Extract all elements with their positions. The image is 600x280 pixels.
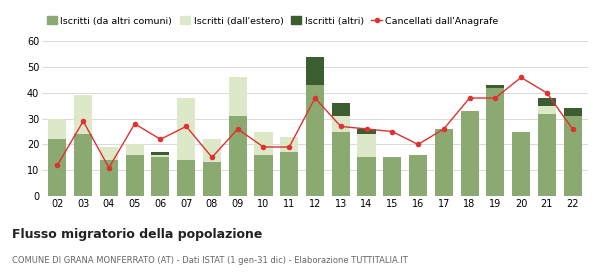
Bar <box>280 137 298 152</box>
Bar <box>358 129 376 134</box>
Bar <box>461 111 479 196</box>
Bar <box>229 116 247 196</box>
Bar <box>538 106 556 113</box>
Bar <box>306 57 324 85</box>
Bar <box>126 144 144 155</box>
Bar <box>151 152 169 155</box>
Bar <box>177 98 195 160</box>
Bar <box>358 134 376 157</box>
Bar <box>306 85 324 196</box>
Legend: Iscritti (da altri comuni), Iscritti (dall'estero), Iscritti (altri), Cancellati: Iscritti (da altri comuni), Iscritti (da… <box>47 17 498 26</box>
Bar <box>358 157 376 196</box>
Bar <box>409 155 427 196</box>
Bar <box>538 113 556 196</box>
Bar <box>383 157 401 196</box>
Bar <box>332 132 350 196</box>
Bar <box>538 98 556 106</box>
Bar <box>254 132 272 155</box>
Bar <box>74 134 92 196</box>
Bar <box>563 116 581 196</box>
Bar <box>512 132 530 196</box>
Bar <box>151 155 169 157</box>
Text: COMUNE DI GRANA MONFERRATO (AT) - Dati ISTAT (1 gen-31 dic) - Elaborazione TUTTI: COMUNE DI GRANA MONFERRATO (AT) - Dati I… <box>12 256 408 265</box>
Bar <box>151 157 169 196</box>
Text: Flusso migratorio della popolazione: Flusso migratorio della popolazione <box>12 228 262 241</box>
Bar <box>126 155 144 196</box>
Bar <box>332 103 350 116</box>
Bar <box>177 160 195 196</box>
Bar <box>280 152 298 196</box>
Bar <box>100 147 118 160</box>
Bar <box>332 116 350 132</box>
Bar <box>229 78 247 116</box>
Bar <box>254 155 272 196</box>
Bar <box>74 95 92 134</box>
Bar <box>49 139 67 196</box>
Bar <box>563 108 581 116</box>
Bar <box>49 119 67 139</box>
Bar <box>203 162 221 196</box>
Bar <box>203 139 221 162</box>
Bar <box>435 129 453 196</box>
Bar <box>486 88 504 196</box>
Bar <box>100 160 118 196</box>
Bar <box>486 85 504 88</box>
